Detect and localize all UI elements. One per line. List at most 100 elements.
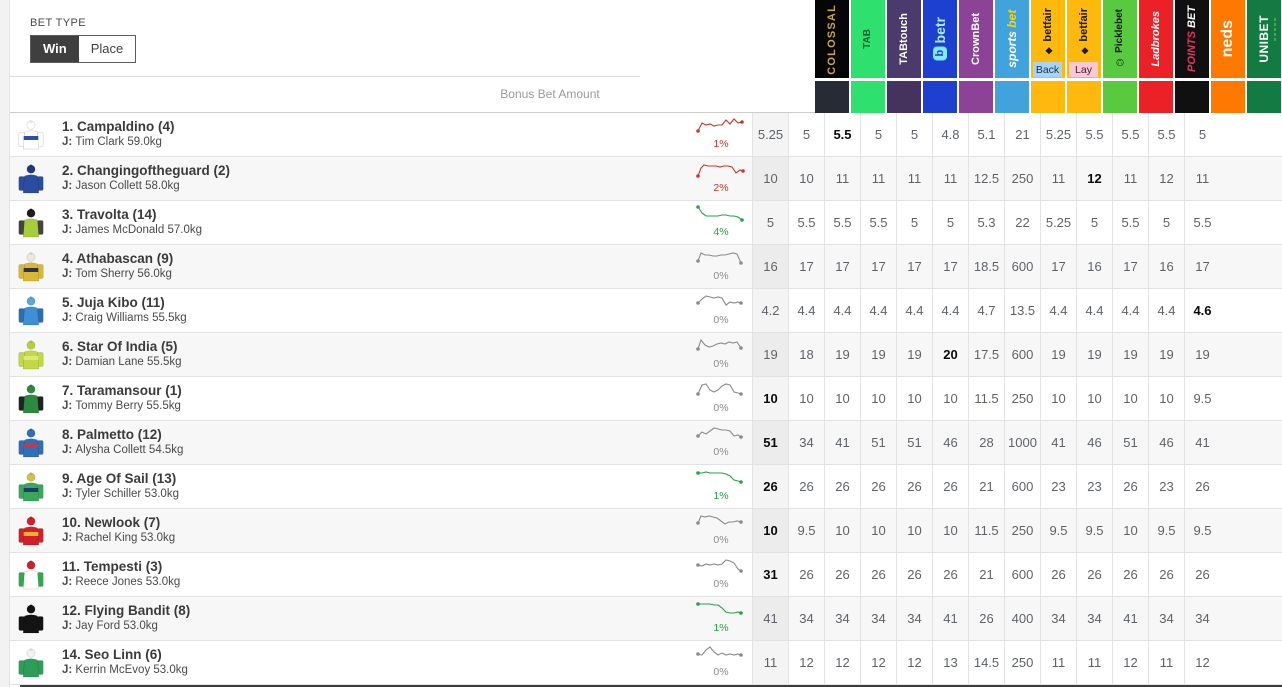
odds-cell-picklebet[interactable]: 34: [1040, 597, 1076, 640]
odds-cell-picklebet[interactable]: 26: [1040, 553, 1076, 596]
odds-cell-betr[interactable]: 10: [860, 377, 896, 420]
odds-cell-tabtouch[interactable]: 19: [824, 333, 860, 376]
odds-cell-neds[interactable]: 34: [1148, 597, 1184, 640]
bookmaker-header-sportsbet[interactable]: sports bet: [995, 0, 1031, 78]
bookmaker-header-pointsbet[interactable]: POINTS BET: [1175, 0, 1211, 78]
odds-cell-tab[interactable]: 34: [788, 421, 824, 464]
odds-cell-tab[interactable]: 4.4: [788, 289, 824, 332]
odds-cell-unibet[interactable]: 11: [1184, 157, 1220, 200]
odds-cell-sportsbet[interactable]: 5: [932, 201, 968, 244]
odds-cell-pointsbet[interactable]: 10: [1112, 509, 1148, 552]
odds-cell-pointsbet[interactable]: 26: [1112, 553, 1148, 596]
bookmaker-header-tab[interactable]: TAB: [851, 0, 887, 78]
odds-cell-pointsbet[interactable]: 41: [1112, 597, 1148, 640]
odds-cell-ladbrokes[interactable]: 26: [1076, 553, 1112, 596]
odds-cell-betfair-back[interactable]: 11.5: [968, 377, 1004, 420]
odds-cell-tab[interactable]: 10: [788, 157, 824, 200]
odds-cell-crownbet[interactable]: 5: [896, 201, 932, 244]
odds-cell-colossal[interactable]: 19: [752, 333, 788, 376]
odds-cell-betr[interactable]: 34: [860, 597, 896, 640]
odds-cell-betr[interactable]: 5: [860, 113, 896, 156]
odds-cell-crownbet[interactable]: 10: [896, 509, 932, 552]
odds-cell-betr[interactable]: 11: [860, 157, 896, 200]
odds-cell-pointsbet[interactable]: 5.5: [1112, 113, 1148, 156]
odds-cell-ladbrokes[interactable]: 16: [1076, 245, 1112, 288]
runner-row[interactable]: 12. Flying Bandit (8) J: Jay Ford 53.0kg 1…: [10, 597, 1282, 641]
odds-cell-picklebet[interactable]: 41: [1040, 421, 1076, 464]
odds-cell-betfair-back[interactable]: 21: [968, 465, 1004, 508]
odds-cell-picklebet[interactable]: 19: [1040, 333, 1076, 376]
odds-cell-neds[interactable]: 46: [1148, 421, 1184, 464]
odds-cell-unibet[interactable]: 5.5: [1184, 201, 1220, 244]
odds-cell-betr[interactable]: 26: [860, 553, 896, 596]
odds-cell-betfair-lay[interactable]: 400: [1004, 597, 1040, 640]
odds-cell-neds[interactable]: 9.5: [1148, 509, 1184, 552]
odds-cell-ladbrokes[interactable]: 19: [1076, 333, 1112, 376]
odds-cell-tabtouch[interactable]: 5.5: [824, 201, 860, 244]
odds-cell-betfair-back[interactable]: 26: [968, 597, 1004, 640]
odds-cell-betfair-back[interactable]: 18.5: [968, 245, 1004, 288]
odds-cell-betr[interactable]: 17: [860, 245, 896, 288]
odds-cell-betfair-lay[interactable]: 21: [1004, 113, 1040, 156]
odds-cell-betfair-lay[interactable]: 22: [1004, 201, 1040, 244]
odds-cell-betfair-back[interactable]: 11.5: [968, 509, 1004, 552]
odds-cell-unibet[interactable]: 5: [1184, 113, 1220, 156]
odds-cell-tabtouch[interactable]: 26: [824, 553, 860, 596]
odds-cell-sportsbet[interactable]: 11: [932, 157, 968, 200]
odds-cell-betfair-lay[interactable]: 250: [1004, 509, 1040, 552]
odds-cell-tabtouch[interactable]: 41: [824, 421, 860, 464]
odds-cell-unibet[interactable]: 4.6: [1184, 289, 1220, 332]
odds-cell-ladbrokes[interactable]: 34: [1076, 597, 1112, 640]
odds-cell-sportsbet[interactable]: 41: [932, 597, 968, 640]
odds-cell-sportsbet[interactable]: 26: [932, 553, 968, 596]
odds-cell-betr[interactable]: 26: [860, 465, 896, 508]
bookmaker-header-tabtouch[interactable]: TABtouch: [887, 0, 923, 78]
bookmaker-header-colossal[interactable]: COLOSSAL: [815, 0, 851, 78]
odds-cell-sportsbet[interactable]: 10: [932, 377, 968, 420]
odds-cell-tabtouch[interactable]: 11: [824, 157, 860, 200]
odds-cell-tabtouch[interactable]: 12: [824, 641, 860, 684]
odds-cell-colossal[interactable]: 11: [752, 641, 788, 684]
odds-cell-neds[interactable]: 11: [1148, 641, 1184, 684]
odds-cell-pointsbet[interactable]: 4.4: [1112, 289, 1148, 332]
runner-row[interactable]: 8. Palmetto (12) J: Alysha Collett 54.5kg…: [10, 421, 1282, 465]
odds-cell-betfair-lay[interactable]: 250: [1004, 641, 1040, 684]
odds-cell-crownbet[interactable]: 12: [896, 641, 932, 684]
odds-cell-unibet[interactable]: 19: [1184, 333, 1220, 376]
odds-cell-unibet[interactable]: 17: [1184, 245, 1220, 288]
odds-cell-colossal[interactable]: 5.25: [752, 113, 788, 156]
odds-cell-crownbet[interactable]: 19: [896, 333, 932, 376]
odds-cell-unibet[interactable]: 41: [1184, 421, 1220, 464]
bookmaker-header-neds[interactable]: neds: [1211, 0, 1247, 78]
odds-cell-tab[interactable]: 5.5: [788, 201, 824, 244]
odds-cell-sportsbet[interactable]: 4.4: [932, 289, 968, 332]
odds-cell-betfair-back[interactable]: 5.3: [968, 201, 1004, 244]
odds-cell-betfair-lay[interactable]: 13.5: [1004, 289, 1040, 332]
odds-cell-betfair-back[interactable]: 28: [968, 421, 1004, 464]
odds-cell-unibet[interactable]: 12: [1184, 641, 1220, 684]
runner-row[interactable]: 14. Seo Linn (6) J: Kerrin McEvoy 53.0kg 0…: [10, 641, 1282, 685]
runner-row[interactable]: 1. Campaldino (4) J: Tim Clark 59.0kg 1% 5.…: [10, 113, 1282, 157]
odds-cell-ladbrokes[interactable]: 12: [1076, 157, 1112, 200]
odds-cell-pointsbet[interactable]: 5.5: [1112, 201, 1148, 244]
runner-row[interactable]: 6. Star Of India (5) J: Damian Lane 55.5k…: [10, 333, 1282, 377]
odds-cell-crownbet[interactable]: 26: [896, 553, 932, 596]
odds-cell-crownbet[interactable]: 34: [896, 597, 932, 640]
odds-cell-colossal[interactable]: 51: [752, 421, 788, 464]
odds-cell-picklebet[interactable]: 17: [1040, 245, 1076, 288]
odds-cell-ladbrokes[interactable]: 46: [1076, 421, 1112, 464]
odds-cell-colossal[interactable]: 10: [752, 157, 788, 200]
odds-cell-crownbet[interactable]: 26: [896, 465, 932, 508]
odds-cell-tab[interactable]: 26: [788, 553, 824, 596]
odds-cell-betfair-lay[interactable]: 600: [1004, 245, 1040, 288]
odds-cell-tab[interactable]: 5: [788, 113, 824, 156]
odds-cell-tabtouch[interactable]: 5.5: [824, 113, 860, 156]
odds-cell-tab[interactable]: 17: [788, 245, 824, 288]
odds-cell-picklebet[interactable]: 9.5: [1040, 509, 1076, 552]
odds-cell-crownbet[interactable]: 51: [896, 421, 932, 464]
runner-row[interactable]: 3. Travolta (14) J: James McDonald 57.0kg…: [10, 201, 1282, 245]
bookmaker-header-betr[interactable]: b betr: [923, 0, 959, 78]
odds-cell-tab[interactable]: 10: [788, 377, 824, 420]
odds-cell-betr[interactable]: 12: [860, 641, 896, 684]
odds-cell-colossal[interactable]: 41: [752, 597, 788, 640]
